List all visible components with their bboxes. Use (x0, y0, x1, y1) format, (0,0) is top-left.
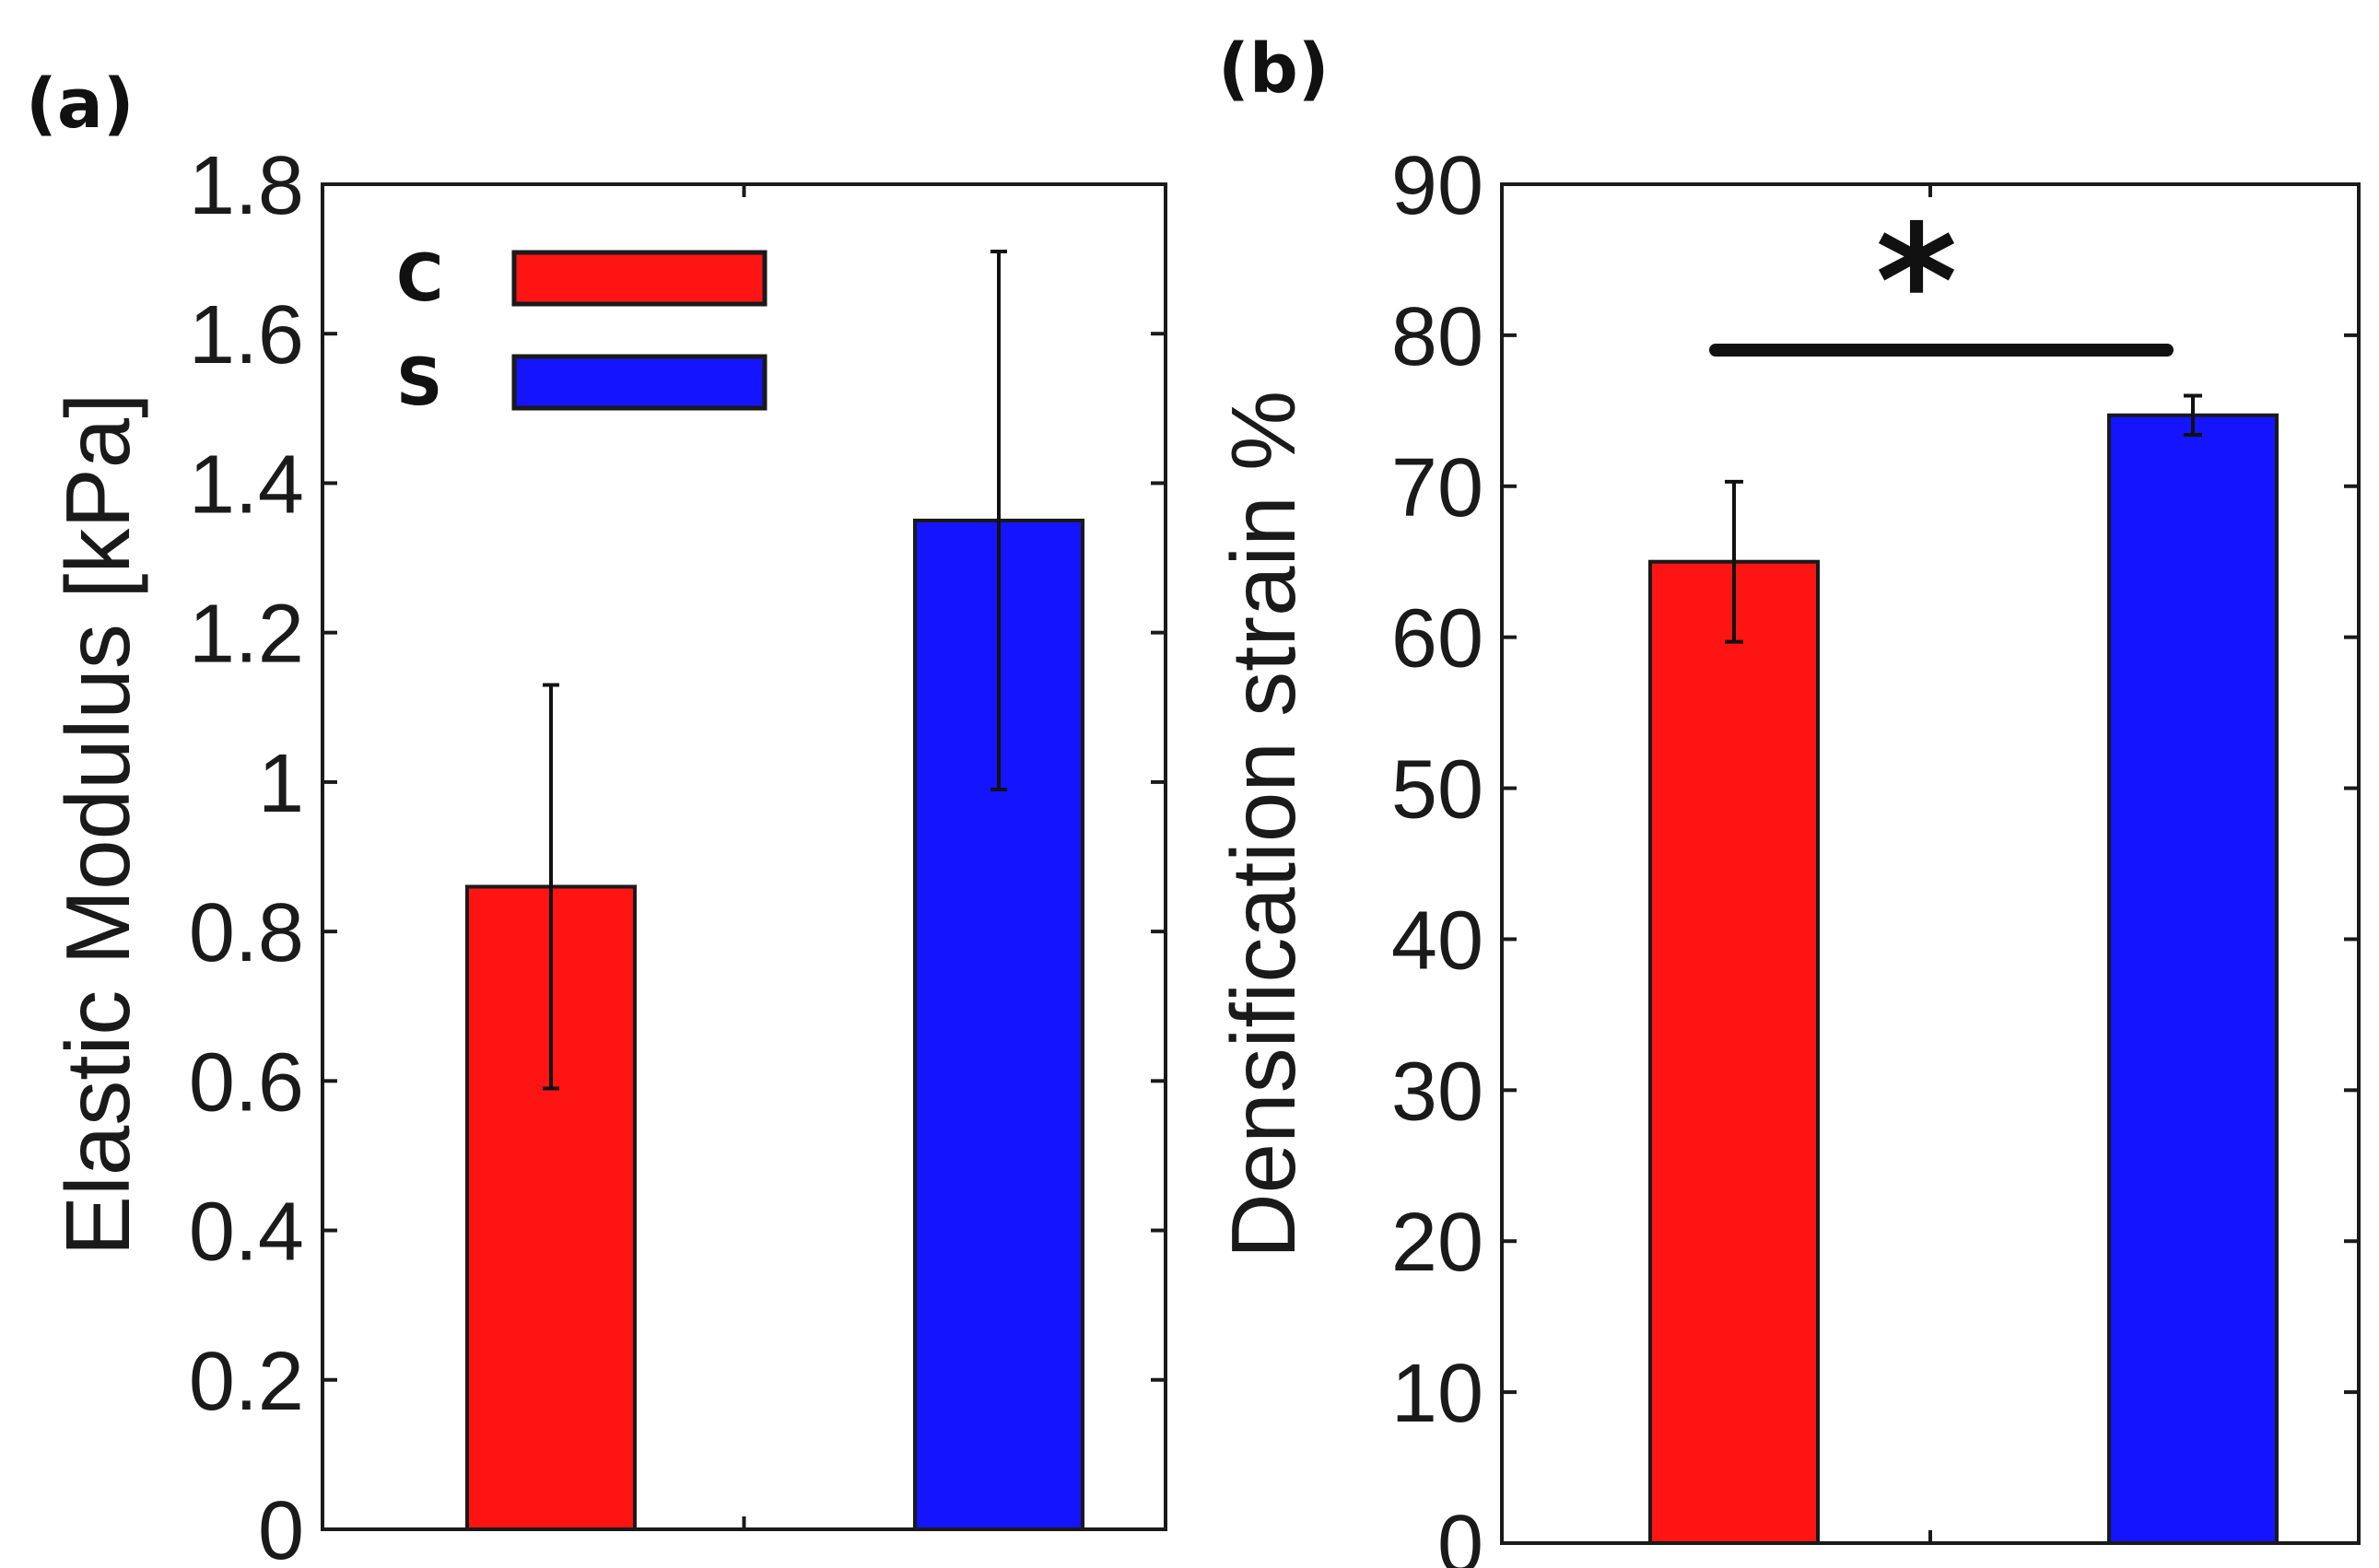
panel-b-y-axis-title: Densification strain % (1213, 391, 1314, 1258)
panel-b-y-axis: 0 10 20 30 40 50 60 70 80 90 (1391, 140, 2359, 1568)
legend-swatch-s (511, 354, 768, 411)
panel-b-densification-strain: (b) Densification strain % 0 10 20 30 40 50 60… (1213, 29, 2361, 1568)
panel-a-elastic-modulus: (a) Elastic Modulus [kPa] 0 0.2 0.4 0.6 0.8 1… (26, 64, 1167, 1568)
panel-a-y-tick-label-4: 0.8 (189, 887, 304, 979)
panel-b-bars (1648, 393, 2279, 1546)
panel-b-y-tick-label-0: 0 (1437, 1499, 1483, 1568)
panel-b-y-tick-label-2: 20 (1391, 1197, 1483, 1289)
panel-a-y-tick-label-5: 1 (258, 738, 304, 830)
panel-a-legend: CS (396, 240, 768, 420)
panel-a-y-axis-title: Elastic Modulus [kPa] (47, 393, 148, 1257)
panel-b-y-tick-label-7: 70 (1391, 442, 1483, 534)
panel-a-y-tick-label-9: 1.8 (189, 140, 304, 232)
panel-a-plot-frame (321, 182, 1167, 1531)
panel-a-y-axis: 0 0.2 0.4 0.6 0.8 1 1.2 1.4 1.6 1.8 (189, 140, 1166, 1568)
panel-a-y-tick-label-3: 0.6 (189, 1036, 304, 1129)
panel-a-y-tick-label-7: 1.4 (189, 439, 304, 531)
panel-a-y-tick-label-8: 1.6 (189, 289, 304, 381)
significance-star: * (1876, 192, 1958, 374)
panel-a-y-tick-label-6: 1.2 (189, 589, 304, 681)
panel-b-y-tick-label-6: 60 (1391, 593, 1483, 685)
panel-a-y-tick-label-0: 0 (258, 1485, 304, 1568)
panel-a-bars (465, 250, 1084, 1531)
legend-swatch-c (511, 250, 768, 307)
panel-b-y-tick-label-1: 10 (1391, 1348, 1483, 1440)
panel-a-y-tick-label-2: 0.4 (189, 1187, 304, 1279)
panel-a-y-tick-label-1: 0.2 (189, 1336, 304, 1428)
panel-b-y-tick-label-9: 90 (1391, 140, 1483, 232)
legend-label-s: S (396, 345, 442, 420)
panel-b-y-tick-label-5: 50 (1391, 744, 1483, 837)
panel-b-significance-marker: * (1709, 192, 2174, 374)
panel-b-y-tick-label-8: 80 (1391, 291, 1483, 383)
panel-b-y-tick-label-3: 30 (1391, 1046, 1483, 1138)
panel-b-bar-c (1648, 559, 1820, 1546)
panel-b-label: (b) (1218, 29, 1330, 109)
panel-b-y-tick-label-4: 40 (1391, 895, 1483, 987)
panel-b-bar-s (2107, 413, 2279, 1545)
panel-a-label: (a) (26, 64, 135, 144)
legend-label-c: C (396, 240, 443, 316)
panel-b-plot-frame (1500, 182, 2361, 1545)
